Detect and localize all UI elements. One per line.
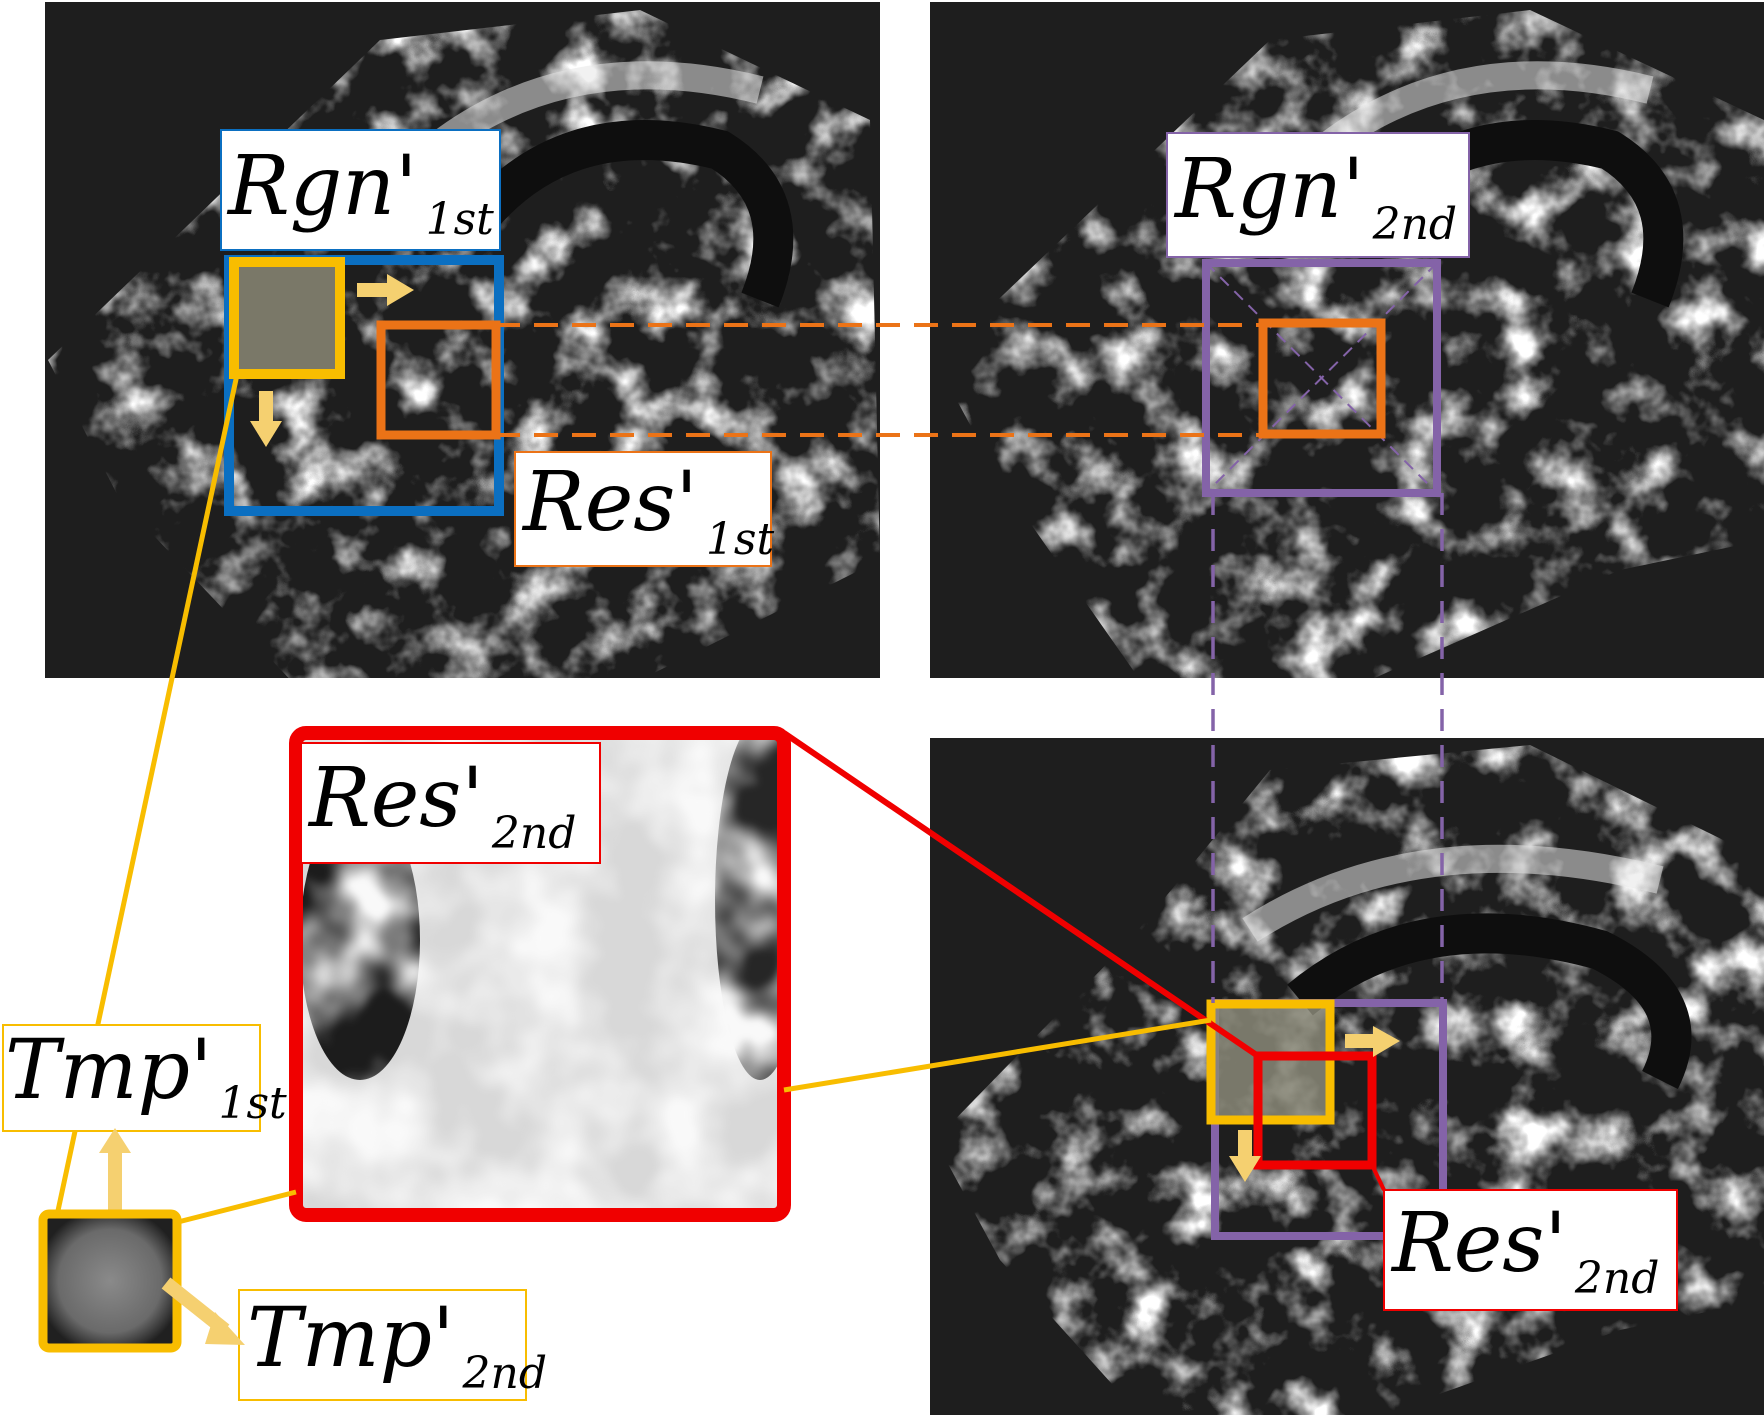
label-rgn-2nd: Rgn' 2nd <box>1166 132 1470 258</box>
zoom-connector <box>1370 1164 1386 1191</box>
svg-text:Tmp'1st: Tmp' 1st <box>5 1023 287 1129</box>
svg-text:Rgn'1st: Rgn' 1st <box>226 139 494 245</box>
template-2nd-patch <box>1206 999 1335 1125</box>
template-connector <box>177 1189 297 1225</box>
result-1st-box <box>376 320 501 440</box>
down-arrow-icon <box>250 391 282 447</box>
right-arrow-icon <box>1345 1026 1400 1057</box>
label-res-2nd: Res' 2nd <box>1383 1189 1678 1311</box>
label-tmp-2nd: Tmp' 2nd <box>238 1289 547 1401</box>
svg-text:Res'2nd: Res' 2nd <box>1390 1196 1659 1304</box>
diagonal-arrow-icon <box>161 1277 245 1345</box>
template-1st-patch <box>229 257 345 379</box>
right-arrow-icon <box>357 274 414 306</box>
result-2nd-box <box>1253 1051 1377 1170</box>
template-thumbnail <box>38 1209 182 1353</box>
down-arrow-icon <box>1229 1130 1261 1182</box>
result-1st-projected-box <box>1258 318 1386 439</box>
label-tmp-1st: Tmp' 1st <box>2 1023 287 1132</box>
ultrasound-frame-1 <box>45 2 880 678</box>
ultrasound-frame-2 <box>930 2 1764 678</box>
zoomed-result-frame <box>289 726 791 1222</box>
region-diagonal <box>1205 262 1438 494</box>
template-connector <box>783 1017 1212 1093</box>
label-rgn-1st: Rgn' 1st <box>220 129 501 251</box>
svg-text:Res'2nd: Res' 2nd <box>307 751 576 859</box>
zoom-connector <box>782 730 1260 1059</box>
svg-text:Res'1st: Res' 1st <box>521 455 774 565</box>
svg-text:Tmp'2nd: Tmp' 2nd <box>247 1291 547 1399</box>
label-res-1st: Res' 1st <box>514 451 774 567</box>
svg-text:Rgn'2nd: Rgn' 2nd <box>1173 142 1457 250</box>
ultrasound-frame-3 <box>930 738 1764 1415</box>
region-2nd-box <box>1202 259 1441 497</box>
up-arrow-icon <box>99 1128 131 1210</box>
label-res-2nd-zoom: Res' 2nd <box>300 742 601 864</box>
